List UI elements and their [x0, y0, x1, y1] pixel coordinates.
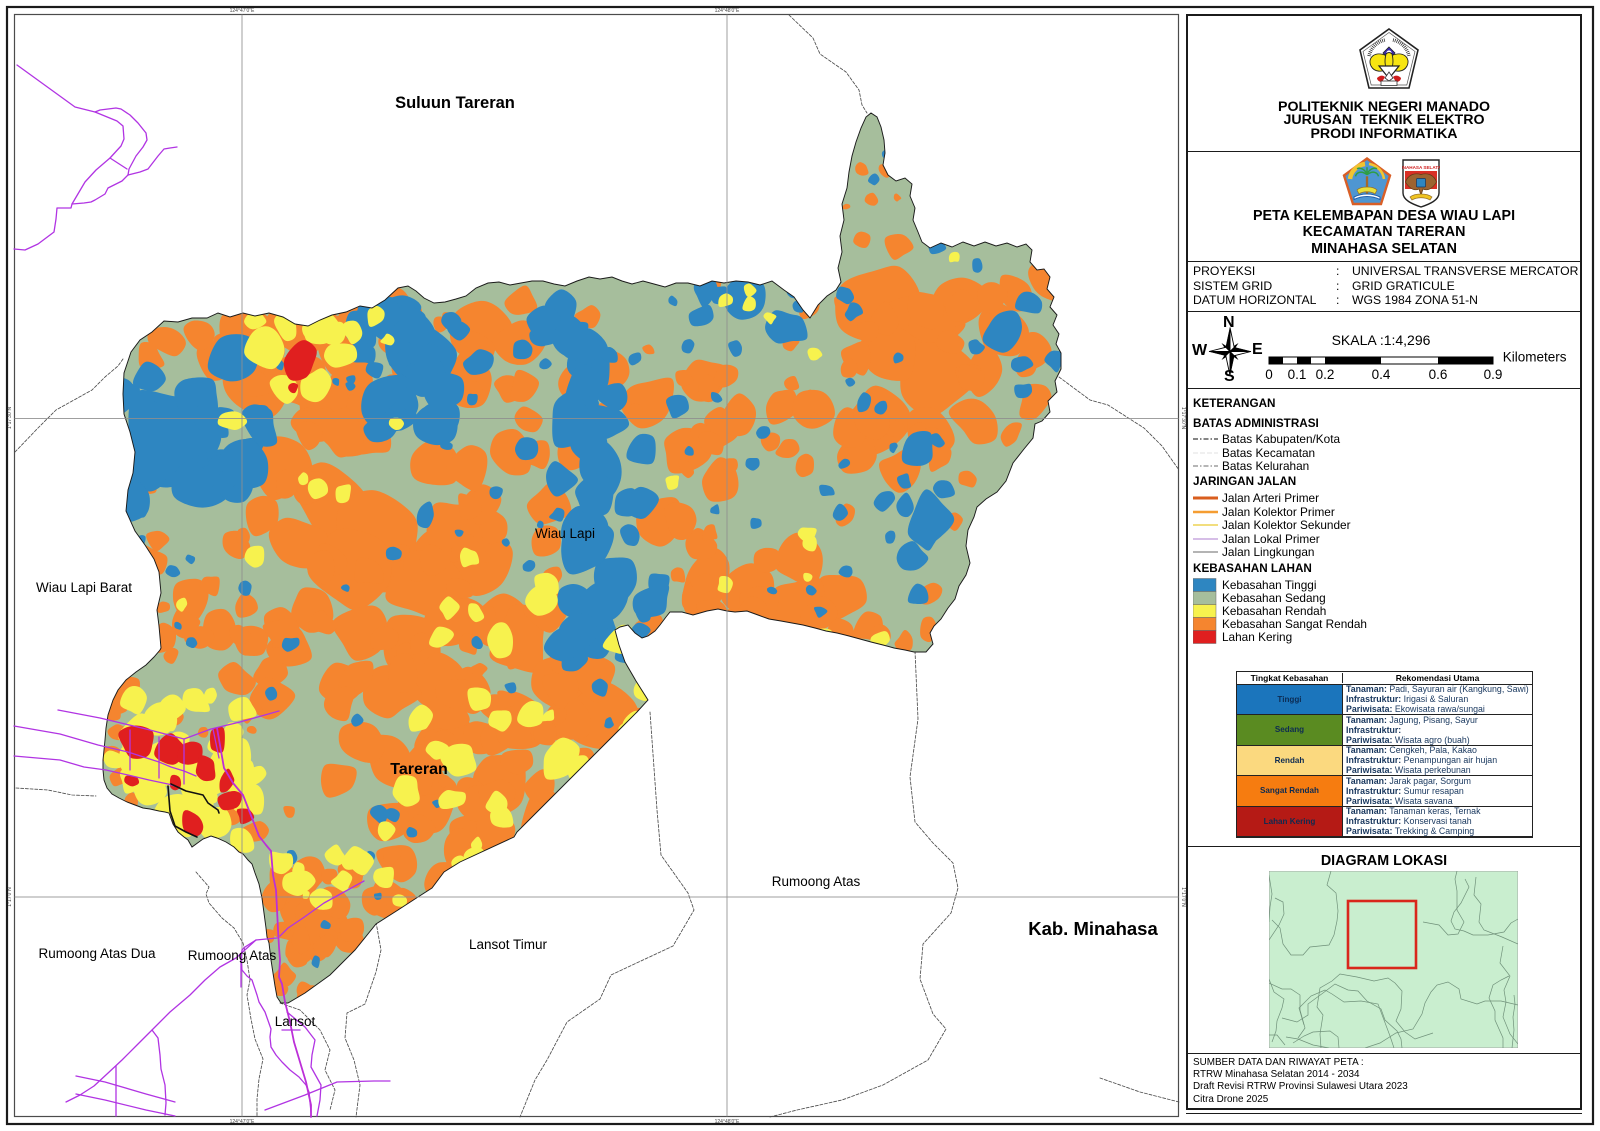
svg-text:MINAHASA SELATAN: MINAHASA SELATAN — [1402, 165, 1440, 170]
svg-text:0.1: 0.1 — [1288, 367, 1307, 382]
svg-text:1°17'0"N: 1°17'0"N — [1180, 887, 1186, 907]
svg-text:0.4: 0.4 — [1372, 367, 1391, 382]
svg-text:Lansot: Lansot — [275, 1014, 316, 1029]
svg-text:Suluun Tareran: Suluun Tareran — [395, 94, 515, 112]
svg-text:SKALA :1:4,296: SKALA :1:4,296 — [1332, 332, 1431, 348]
svg-text:Rumoong Atas: Rumoong Atas — [188, 948, 277, 963]
svg-text:1°17'0"N: 1°17'0"N — [7, 887, 13, 907]
svg-text:124°47'0"E: 124°47'0"E — [230, 1119, 255, 1125]
svg-text:124°48'0"E: 124°48'0"E — [715, 1119, 740, 1125]
svg-text:Kilometers: Kilometers — [1499, 350, 1567, 365]
svg-text:0.9: 0.9 — [1484, 367, 1503, 382]
svg-text:0.6: 0.6 — [1429, 367, 1448, 382]
svg-text:Lansot Timur: Lansot Timur — [469, 937, 548, 952]
svg-text:Wiau Lapi Barat: Wiau Lapi Barat — [36, 580, 132, 595]
svg-text:124°48'0"E: 124°48'0"E — [715, 8, 740, 14]
svg-text:Tareran: Tareran — [390, 761, 448, 778]
svg-text:Kab. Minahasa: Kab. Minahasa — [1028, 918, 1158, 939]
svg-text:Wiau Lapi: Wiau Lapi — [535, 526, 595, 541]
svg-text:0: 0 — [1265, 367, 1273, 382]
svg-text:1°17'30"N: 1°17'30"N — [1180, 407, 1186, 430]
svg-text:Rumoong Atas Dua: Rumoong Atas Dua — [38, 946, 156, 961]
svg-text:0.2: 0.2 — [1316, 367, 1335, 382]
svg-text:124°47'0"E: 124°47'0"E — [230, 8, 255, 14]
svg-text:1°17'30"N: 1°17'30"N — [7, 406, 13, 429]
svg-text:Rumoong Atas: Rumoong Atas — [772, 874, 861, 889]
